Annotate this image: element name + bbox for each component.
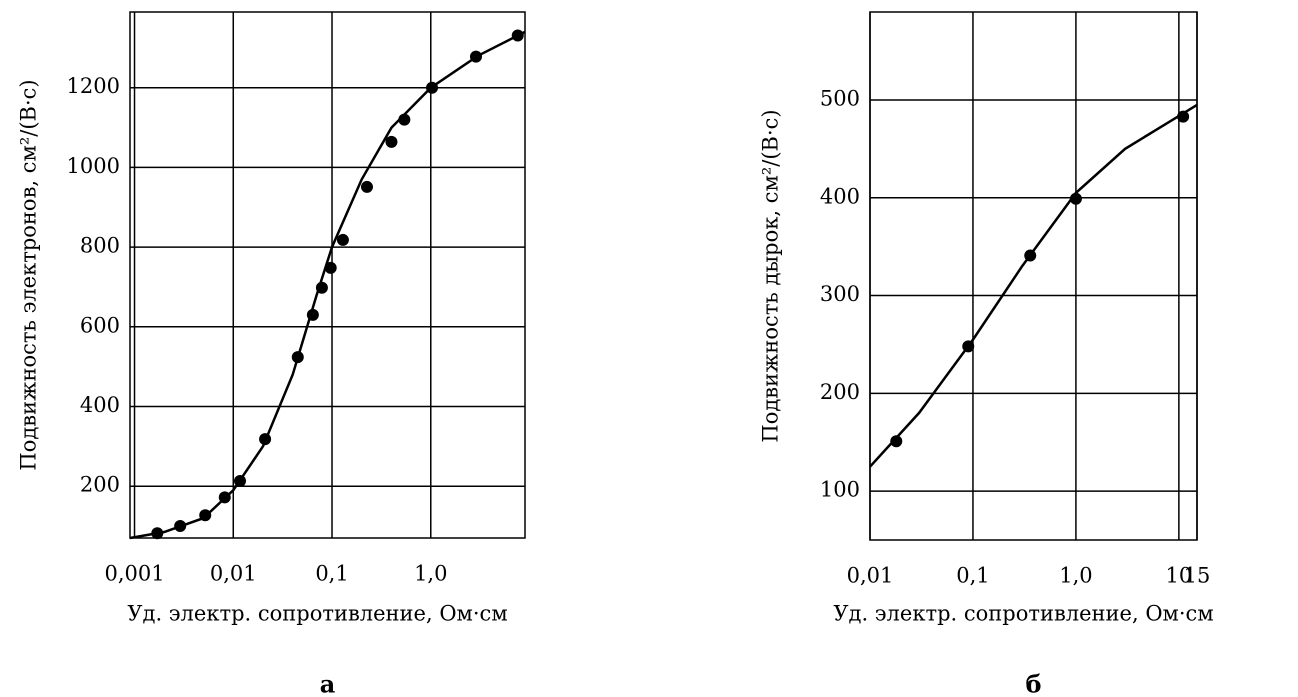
- y-tick-label: 600: [80, 313, 120, 337]
- data-point: [306, 308, 319, 321]
- y-tick-label: 400: [820, 184, 860, 208]
- plot-frame: [129, 11, 526, 539]
- y-tick-label: 1000: [67, 154, 120, 178]
- y-tick-label: 300: [820, 282, 860, 306]
- panel-label: б: [1025, 670, 1041, 697]
- x-tick-label: 0,01: [847, 564, 894, 588]
- data-point: [1177, 110, 1190, 123]
- x-tick-label: 0,1: [956, 564, 989, 588]
- data-point: [385, 135, 398, 148]
- x-tick-label: 15: [1184, 564, 1211, 588]
- x-tick-label: 0,01: [210, 562, 257, 586]
- data-point: [360, 180, 373, 193]
- x-tick-label: 0,001: [104, 562, 164, 586]
- x-tick-label: 1,0: [414, 562, 447, 586]
- y-tick-label: 100: [820, 478, 860, 502]
- data-point: [259, 433, 272, 446]
- data-point: [199, 509, 212, 522]
- data-point: [890, 435, 903, 448]
- data-point: [324, 261, 337, 274]
- y-axis-label: Подвижность дырок, см²/(В·с): [759, 109, 783, 442]
- data-point: [336, 233, 349, 246]
- plot-frame: [869, 11, 1198, 541]
- data-point: [426, 81, 439, 94]
- data-point: [218, 491, 231, 504]
- data-point: [962, 340, 975, 353]
- data-point: [315, 281, 328, 294]
- data-point: [151, 527, 164, 540]
- panel-label: а: [320, 670, 336, 697]
- fit-curve: [869, 103, 1198, 468]
- x-axis-label: Уд. электр. сопротивление, Ом·см: [833, 602, 1213, 626]
- y-tick-label: 200: [80, 473, 120, 497]
- x-tick-label: 1,0: [1059, 564, 1092, 588]
- data-point: [174, 520, 187, 533]
- data-point: [1024, 249, 1037, 262]
- data-point: [469, 50, 482, 63]
- y-tick-label: 1200: [67, 74, 120, 98]
- y-tick-label: 800: [80, 234, 120, 258]
- y-tick-label: 200: [820, 380, 860, 404]
- data-point: [291, 351, 304, 364]
- x-axis-label: Уд. электр. сопротивление, Ом·см: [127, 602, 507, 626]
- y-axis-label: Подвижность электронов, см²/(В·с): [17, 79, 41, 470]
- y-tick-label: 400: [80, 393, 120, 417]
- y-tick-label: 500: [820, 87, 860, 111]
- data-point: [234, 475, 247, 488]
- data-point: [398, 113, 411, 126]
- x-tick-label: 10: [1166, 564, 1193, 588]
- x-tick-label: 0,1: [315, 562, 348, 586]
- data-point: [511, 29, 524, 42]
- data-point: [1069, 192, 1082, 205]
- fit-curve: [129, 30, 526, 540]
